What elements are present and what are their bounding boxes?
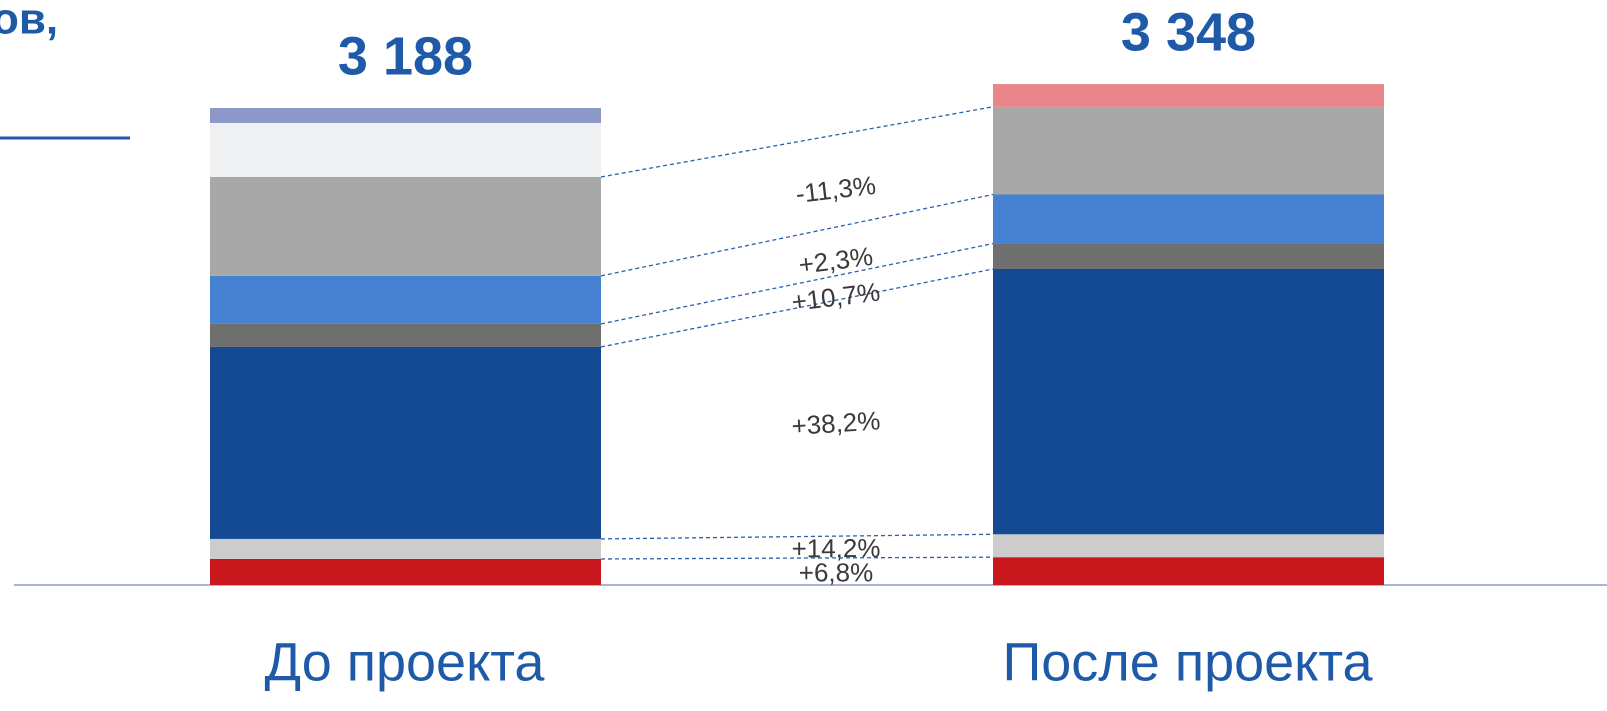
change-label: -11,3%	[794, 170, 877, 209]
change-label: +38,2%	[791, 405, 882, 441]
connector	[600, 242, 994, 325]
bar-segment	[210, 108, 601, 123]
bar-segment	[993, 106, 1384, 195]
change-label: +2,3%	[797, 241, 875, 280]
total-label: 3 188	[338, 26, 473, 86]
x-tick-label: После проекта	[1002, 632, 1373, 692]
change-label: +6,8%	[799, 557, 873, 587]
x-tick-label: До проекта	[265, 632, 546, 692]
connector	[600, 106, 994, 178]
total-label: 3 348	[1121, 2, 1256, 62]
connector	[600, 533, 994, 540]
bar-segment	[993, 243, 1384, 269]
chart-title: ов,	[0, 0, 58, 44]
connector	[600, 556, 994, 560]
bar-segment	[210, 538, 601, 559]
bar-segment	[993, 84, 1384, 107]
bar-segment	[993, 534, 1384, 558]
bar-segment	[210, 122, 601, 177]
bar-segment	[993, 268, 1384, 535]
connector	[600, 268, 994, 348]
bar-segment	[210, 323, 601, 347]
bar-segment	[993, 557, 1384, 585]
change-label: +14,2%	[791, 533, 880, 563]
bar-segment	[210, 275, 601, 324]
connector	[600, 193, 994, 277]
bar-segment	[210, 346, 601, 539]
bar-segment	[210, 558, 601, 585]
bar-segment	[993, 194, 1384, 244]
bar-segment	[210, 176, 601, 276]
